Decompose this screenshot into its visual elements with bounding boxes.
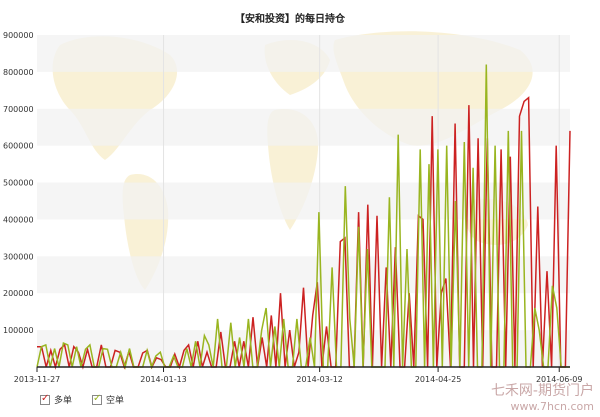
y-tick-label: 800000 bbox=[3, 68, 34, 77]
watermark: 七禾网-期货门户 www.7hcn.com bbox=[491, 380, 594, 413]
legend-item-long[interactable]: ✓ 多单 bbox=[40, 393, 72, 406]
y-tick-label: 400000 bbox=[3, 215, 34, 224]
y-tick-label: 600000 bbox=[3, 142, 34, 151]
x-tick-label: 2014-03-12 bbox=[296, 375, 343, 384]
grid-bands bbox=[37, 35, 570, 367]
watermark-title: 七禾网-期货门户 bbox=[490, 383, 594, 399]
x-axis-ticks: 2013-11-27 2014-01-13 2014-03-12 2014-04-25… bbox=[14, 367, 583, 384]
x-tick-label: 2013-11-27 bbox=[14, 375, 61, 384]
checkbox-icon[interactable]: ✓ bbox=[40, 392, 50, 405]
legend-label-long: 多单 bbox=[54, 396, 73, 406]
y-tick-label: 500000 bbox=[3, 179, 34, 188]
legend-label-short: 空单 bbox=[106, 396, 125, 406]
legend: ✓ 多单 ✓ 空单 bbox=[40, 393, 124, 406]
grid-band bbox=[37, 182, 570, 220]
x-tick-label: 2014-01-13 bbox=[140, 375, 187, 384]
checkbox-icon[interactable]: ✓ bbox=[92, 392, 103, 405]
y-axis-ticks: 100000 200000 300000 400000 500000 600000 7000… bbox=[3, 31, 34, 335]
watermark-url: www.7hcn.com bbox=[510, 400, 594, 413]
y-tick-label: 200000 bbox=[3, 289, 34, 298]
chart-title: 【安和投资】的每日持仓 bbox=[235, 12, 346, 25]
grid-band bbox=[37, 108, 570, 146]
y-tick-label: 300000 bbox=[3, 252, 34, 261]
y-tick-label: 700000 bbox=[3, 105, 34, 114]
legend-item-short[interactable]: ✓ 空单 bbox=[92, 393, 124, 406]
y-tick-label: 100000 bbox=[3, 326, 34, 335]
x-tick-label: 2014-06-09 bbox=[536, 375, 583, 384]
x-tick-label: 2014-04-25 bbox=[415, 375, 462, 384]
grid-band bbox=[37, 35, 570, 72]
y-tick-label: 900000 bbox=[3, 31, 34, 40]
